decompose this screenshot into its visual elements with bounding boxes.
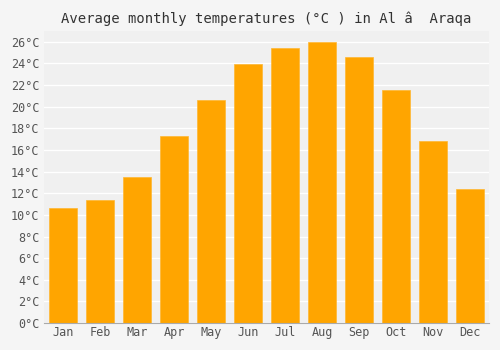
Bar <box>420 141 447 323</box>
Bar <box>86 200 114 323</box>
Bar <box>346 57 373 323</box>
Bar <box>123 177 151 323</box>
Bar <box>234 64 262 323</box>
Bar <box>382 90 410 323</box>
Title: Average monthly temperatures (°C ) in Al â  Araqa: Average monthly temperatures (°C ) in Al… <box>62 11 472 26</box>
Bar <box>308 42 336 323</box>
Bar <box>49 208 77 323</box>
Bar <box>272 48 299 323</box>
Bar <box>456 189 484 323</box>
Bar <box>197 100 225 323</box>
Bar <box>160 136 188 323</box>
